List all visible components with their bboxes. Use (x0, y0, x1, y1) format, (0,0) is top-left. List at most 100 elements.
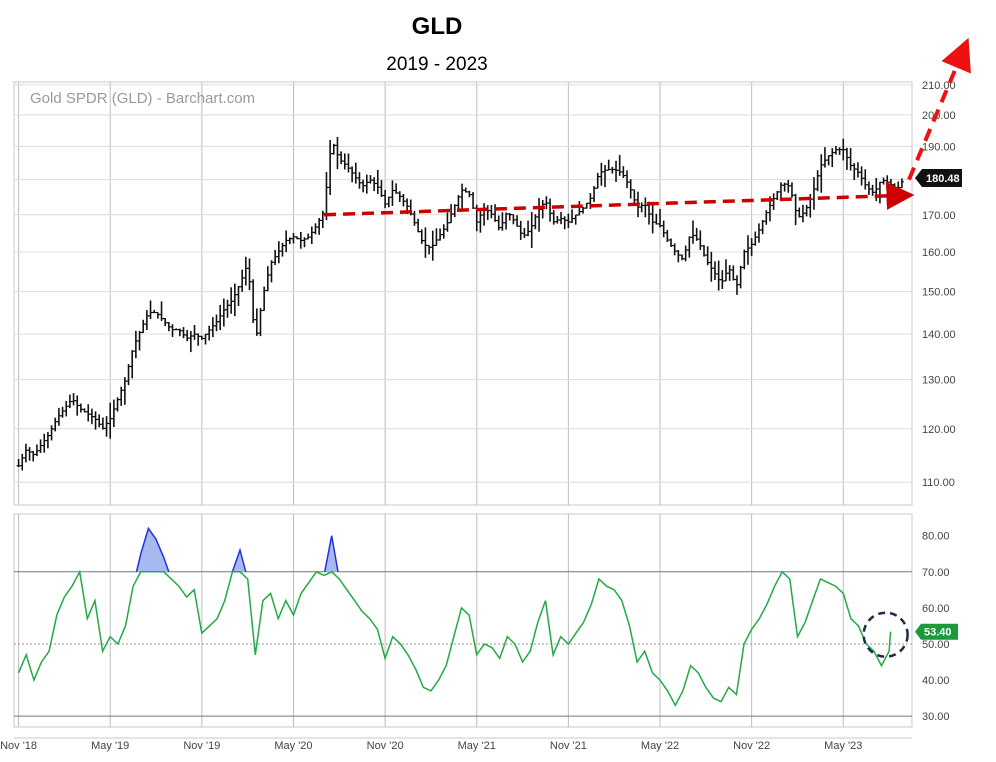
price-bar (67, 394, 72, 409)
price-bar (111, 399, 116, 428)
price-bar (152, 309, 157, 314)
price-bar (881, 177, 886, 185)
price-bar (698, 230, 703, 251)
price-bar (364, 174, 369, 194)
price-bar (335, 136, 340, 170)
price-bar (232, 283, 237, 317)
price-bar (434, 228, 439, 247)
price-bar (141, 319, 146, 334)
price-bar (555, 216, 560, 224)
price-bar (577, 201, 582, 216)
price-bar (174, 328, 179, 331)
price-bar (877, 181, 882, 204)
price-bar (126, 364, 131, 386)
price-bar (815, 170, 820, 192)
price-bar (390, 180, 395, 206)
price-bar (383, 189, 388, 209)
price-bar (328, 139, 333, 195)
price-bar (317, 218, 322, 235)
price-bar (720, 270, 725, 289)
price-y-tick-label: 160.00 (922, 247, 956, 259)
price-bar (800, 204, 805, 223)
last-price-label: 180.48 (926, 173, 960, 185)
price-bar (53, 417, 58, 432)
price-bar (306, 233, 311, 240)
price-bar (100, 417, 105, 430)
price-bar (709, 251, 714, 282)
price-bar (888, 178, 893, 197)
price-bar (177, 328, 182, 337)
price-bar (551, 209, 556, 225)
price-bar (592, 186, 597, 203)
rsi-line (17, 569, 892, 707)
price-y-tick-label: 200.00 (922, 110, 956, 122)
price-y-tick-label: 110.00 (922, 477, 955, 489)
price-bar (672, 243, 677, 256)
price-bar (441, 224, 446, 239)
price-bar (830, 148, 835, 168)
price-bar (892, 183, 897, 193)
x-tick-label: May '21 (458, 740, 496, 752)
price-bar (284, 230, 289, 253)
price-bar (397, 191, 402, 203)
price-bar (207, 325, 212, 341)
price-bar (412, 210, 417, 226)
price-bar (701, 245, 706, 257)
price-bar (518, 220, 523, 240)
price-bar (562, 216, 567, 230)
price-bar (797, 207, 802, 218)
price-y-tick-label: 120.00 (922, 424, 956, 436)
rsi-y-tick-label: 80.00 (922, 531, 950, 543)
price-bar (610, 166, 615, 174)
price-bars (16, 136, 904, 471)
price-bar (756, 223, 761, 243)
price-bar (522, 227, 527, 238)
price-bar (346, 153, 351, 173)
rsi-overbought-fill (232, 550, 246, 572)
price-bar (23, 443, 28, 463)
price-bar (595, 172, 600, 189)
price-bar (559, 212, 564, 225)
price-bar (243, 256, 248, 286)
price-bar (218, 304, 223, 331)
price-bar (753, 231, 758, 246)
price-bar (460, 183, 465, 210)
price-bar (357, 172, 362, 189)
price-bar (75, 395, 80, 416)
price-bar (166, 321, 171, 332)
price-bar (192, 324, 197, 340)
price-bar (731, 265, 736, 281)
price-bar (533, 214, 538, 230)
price-bar (511, 214, 516, 225)
x-tick-label: Nov '19 (183, 740, 220, 752)
price-bar (133, 330, 138, 359)
rsi-y-tick-label: 50.00 (922, 639, 950, 651)
x-tick-label: Nov '22 (733, 740, 770, 752)
price-bar (331, 143, 336, 155)
price-bar (723, 259, 728, 282)
price-bar (848, 147, 853, 171)
price-bar (419, 229, 424, 244)
price-bar (690, 220, 695, 244)
price-bar (89, 408, 94, 425)
price-bar (478, 209, 483, 233)
price-bar (291, 233, 296, 244)
price-bar (822, 147, 827, 168)
price-bar (764, 210, 769, 225)
price-bar (782, 182, 787, 192)
price-bar (745, 235, 750, 265)
price-bar (401, 193, 406, 207)
price-bar (855, 162, 860, 178)
rsi-panel-frame (13, 513, 913, 728)
price-bar (258, 308, 263, 337)
price-bar (31, 450, 36, 462)
price-bar (38, 439, 43, 453)
price-bar (548, 198, 553, 222)
price-bar (639, 202, 644, 213)
price-bar (438, 228, 443, 241)
price-y-tick-label: 210.00 (922, 80, 956, 92)
price-bar (78, 403, 83, 413)
rsi-last-value-badge (915, 623, 958, 640)
price-bar (544, 196, 549, 210)
price-bar (251, 279, 256, 324)
